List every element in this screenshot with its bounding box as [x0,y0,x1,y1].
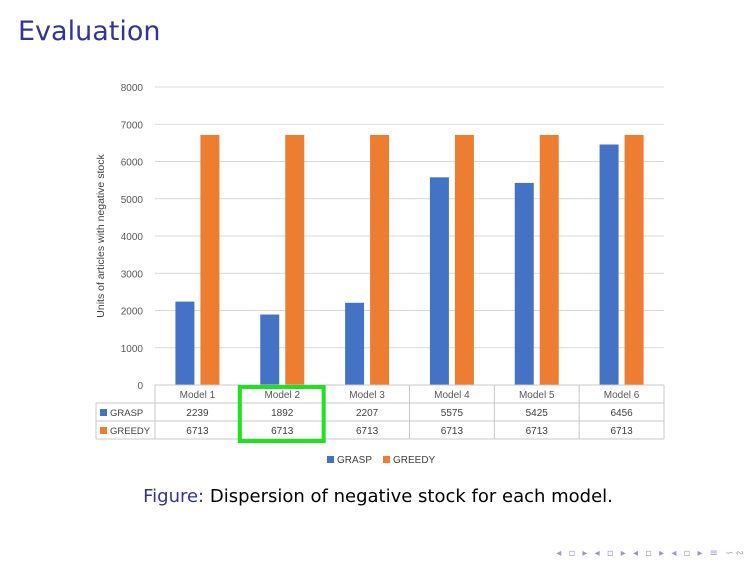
data-table-value: 5575 [441,408,464,419]
data-table-value: 2207 [356,408,379,419]
y-tick-label: 1000 [121,344,144,355]
bar-greedy [200,134,220,385]
data-table-value: 1892 [271,408,294,419]
category-label: Model 2 [264,390,300,401]
category-label: Model 5 [519,390,555,401]
series-key-grasp [100,409,107,416]
y-tick-label: 5000 [121,195,144,206]
bar-grasp [345,302,365,385]
bar-grasp [260,314,280,385]
data-table-value: 5425 [526,408,549,419]
data-table-value: 6713 [526,426,549,437]
bar-greedy [285,134,305,385]
y-tick-label: 8000 [121,83,144,94]
bar-grasp [429,177,449,385]
data-table-value: 6456 [610,408,633,419]
y-axis-label: Units of articles with negative stock [95,154,107,318]
legend-label: GRASP [337,455,372,466]
category-label: Model 3 [349,390,385,401]
data-table-value: 2239 [186,408,209,419]
bar-greedy [370,134,390,385]
bar-grasp [175,301,195,385]
data-table-value: 6713 [271,426,294,437]
bar-chart: 0 1000 2000 3000 4000 5000 6000 7000 8000 Units o… [95,83,665,466]
data-table-value: 6713 [610,426,633,437]
figure-caption: Figure: Dispersion of negative stock for… [0,486,756,507]
series-row-label: GRASP [110,408,143,419]
slide-title: Evaluation [18,16,161,47]
slide-navigation[interactable]: ◂ ▫ ▸ ◂ ▫ ▸ ◂ ▫ ▸ ◂ ▫ ▸ ≡ ∽∾ [556,548,746,559]
category-label: Model 4 [434,390,470,401]
data-table-value: 6713 [441,426,464,437]
highlight-box [237,385,326,443]
category-label: Model 6 [604,390,640,401]
series-row-label: GREEDY [110,426,151,437]
legend-key-grasp [327,456,334,463]
caption-text: Dispersion of negative stock for each mo… [209,486,613,507]
bar-greedy [624,134,644,385]
data-table-value: 6713 [356,426,379,437]
y-tick-label: 3000 [121,269,144,280]
y-tick-label: 6000 [121,158,144,169]
category-label: Model 1 [180,390,216,401]
bar-greedy [539,134,559,385]
bar-grasp [514,182,534,385]
y-tick-label: 2000 [121,307,144,318]
series-key-greedy [100,427,107,434]
bar-greedy [454,134,474,385]
y-tick-label: 4000 [121,232,144,243]
bar-grasp [599,144,619,385]
legend-label: GREEDY [393,455,436,466]
y-tick-label: 0 [137,381,143,392]
y-tick-label: 7000 [121,120,144,131]
data-table-value: 6713 [186,426,209,437]
legend-key-greedy [383,456,390,463]
caption-label: Figure: [143,486,205,507]
